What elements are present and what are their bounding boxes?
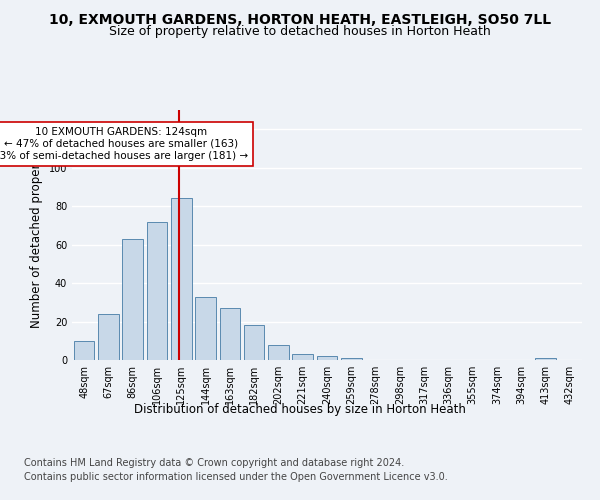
Y-axis label: Number of detached properties: Number of detached properties xyxy=(30,142,43,328)
Bar xyxy=(292,354,313,360)
Text: Distribution of detached houses by size in Horton Heath: Distribution of detached houses by size … xyxy=(134,402,466,415)
Bar xyxy=(171,198,191,360)
Bar xyxy=(98,314,119,360)
Bar xyxy=(195,296,216,360)
Text: Contains public sector information licensed under the Open Government Licence v3: Contains public sector information licen… xyxy=(24,472,448,482)
Bar xyxy=(244,326,265,360)
Text: Size of property relative to detached houses in Horton Heath: Size of property relative to detached ho… xyxy=(109,25,491,38)
Bar xyxy=(341,358,362,360)
Bar xyxy=(317,356,337,360)
Bar xyxy=(146,222,167,360)
Bar xyxy=(220,308,240,360)
Bar xyxy=(122,239,143,360)
Bar xyxy=(74,341,94,360)
Text: 10, EXMOUTH GARDENS, HORTON HEATH, EASTLEIGH, SO50 7LL: 10, EXMOUTH GARDENS, HORTON HEATH, EASTL… xyxy=(49,12,551,26)
Bar xyxy=(268,344,289,360)
Bar xyxy=(535,358,556,360)
Text: Contains HM Land Registry data © Crown copyright and database right 2024.: Contains HM Land Registry data © Crown c… xyxy=(24,458,404,468)
Text: 10 EXMOUTH GARDENS: 124sqm
← 47% of detached houses are smaller (163)
53% of sem: 10 EXMOUTH GARDENS: 124sqm ← 47% of deta… xyxy=(0,128,248,160)
